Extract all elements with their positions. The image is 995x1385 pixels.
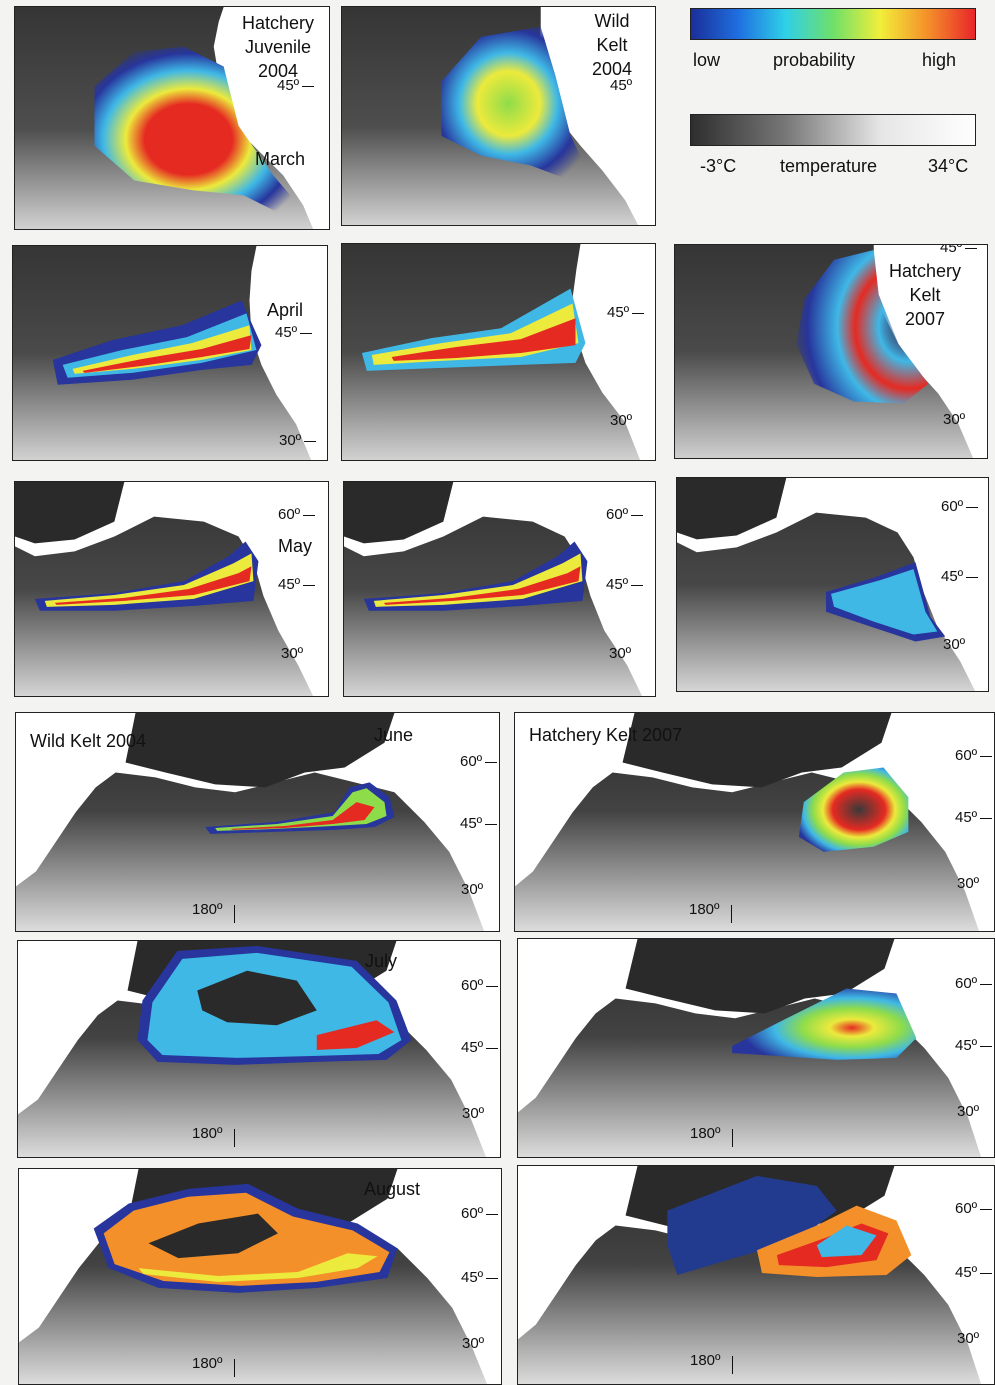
lat-label-30: 30º <box>609 645 632 662</box>
probability-color-bar <box>690 8 976 40</box>
map-graphic <box>15 7 329 229</box>
label-line: 2004 <box>591 59 633 79</box>
lon-label-180: 180º <box>689 901 732 923</box>
panel-label: Hatchery Juvenile 2004 <box>233 11 323 83</box>
map-graphic <box>342 7 655 225</box>
lat-label-45: 45º <box>461 1039 499 1056</box>
lat-label-60: 60º <box>955 1200 993 1217</box>
lat-label-30: 30º <box>462 1335 485 1352</box>
label-line: Hatchery <box>888 261 962 281</box>
map-graphic <box>13 246 327 460</box>
map-panel-june-hatchery-kelt: Hatchery Kelt 2007 60º 45º 30º 180º <box>514 712 995 932</box>
label-line: Kelt <box>596 35 628 55</box>
lat-label-60: 60º <box>955 747 993 764</box>
month-label: July <box>365 951 398 971</box>
map-graphic <box>518 939 994 1157</box>
lon-label-180: 180º <box>192 1355 235 1377</box>
map-panel-hatchery-juvenile-march: Hatchery Juvenile 2004 45º March <box>14 6 330 230</box>
month-label: August <box>364 1179 421 1199</box>
lon-label-180: 180º <box>192 1125 235 1147</box>
map-graphic <box>19 1169 501 1384</box>
map-graphic <box>344 482 655 696</box>
lat-label-45: 45º <box>460 815 498 832</box>
label-line: Hatchery <box>241 13 315 33</box>
label-line: Kelt <box>909 285 941 305</box>
lat-label-30: 30º <box>462 1105 485 1122</box>
map-panel-may-hatchery-kelt: 60º 45º 30º <box>676 477 989 692</box>
lat-label-45: 45º <box>941 568 979 585</box>
lat-label-30: 30º <box>943 636 966 653</box>
lat-label-45: 45º <box>610 77 633 94</box>
lat-label-45: 45º <box>955 809 993 826</box>
map-panel-april-wild-kelt: 45º 30º <box>341 243 656 461</box>
map-panel-august-wild-kelt: August 60º 45º 30º 180º <box>18 1168 502 1385</box>
lat-label-45: 45º <box>275 324 313 341</box>
lat-label-60: 60º <box>461 1205 499 1222</box>
lat-label-45: 45º <box>461 1269 499 1286</box>
map-graphic <box>675 245 987 458</box>
lon-label-180: 180º <box>690 1125 733 1147</box>
map-panel-hatchery-kelt-2007: 45º Hatchery Kelt 2007 30º <box>674 244 988 459</box>
lat-label-45: 45º <box>606 576 644 593</box>
lat-label-45: 45º <box>955 1037 993 1054</box>
label-line: Juvenile <box>244 37 312 57</box>
lat-label-60: 60º <box>461 977 499 994</box>
lat-label-30: 30º <box>461 881 484 898</box>
lat-label-30: 30º <box>957 1103 980 1120</box>
map-panel-june-wild-kelt: Wild Kelt 2004 June 60º 45º 30º 180º <box>15 712 500 932</box>
map-graphic <box>342 244 655 460</box>
lat-label-30: 30º <box>281 645 304 662</box>
month-label: April <box>267 300 304 320</box>
lon-label-180: 180º <box>690 1352 733 1374</box>
lat-label-45: 45º <box>277 77 315 94</box>
panel-label: Wild Kelt 2004 <box>572 9 652 81</box>
lat-label-30: 30º <box>943 411 966 428</box>
map-panel-july-hatchery-kelt: 60º 45º 30º 180º <box>517 938 995 1158</box>
label-line: 2004 <box>257 61 299 81</box>
temperature-title: temperature <box>780 156 878 176</box>
lat-label-45: 45º <box>955 1264 993 1281</box>
map-graphic <box>515 713 994 931</box>
temperature-low-label: -3°C <box>700 156 737 176</box>
map-panel-may-wild-kelt: 60º 45º 30º <box>343 481 656 697</box>
lat-label-60: 60º <box>460 753 498 770</box>
lat-label-45: 45º <box>940 245 978 256</box>
probability-low-label: low <box>693 50 721 70</box>
map-graphic <box>16 713 499 931</box>
panel-title: Wild Kelt 2004 <box>30 731 147 751</box>
lat-label-60: 60º <box>941 498 979 515</box>
month-label: March <box>255 149 306 169</box>
lat-label-60: 60º <box>606 506 644 523</box>
lon-label-180: 180º <box>192 901 235 923</box>
month-label: May <box>278 536 313 556</box>
map-graphic <box>18 941 500 1157</box>
probability-high-label: high <box>922 50 957 70</box>
map-graphic <box>15 482 328 696</box>
lat-label-60: 60º <box>955 975 993 992</box>
lat-label-45: 45º <box>607 304 645 321</box>
panel-title: Hatchery Kelt 2007 <box>529 725 683 745</box>
map-graphic <box>518 1166 994 1384</box>
map-panel-april-hatchery-juvenile: April 45º 30º <box>12 245 328 461</box>
lat-label-60: 60º <box>278 506 316 523</box>
month-label: June <box>374 725 414 745</box>
lat-label-45: 45º <box>278 576 316 593</box>
temperature-high-label: 34°C <box>928 156 969 176</box>
map-panel-may-hatchery-juvenile: 60º May 45º 30º <box>14 481 329 697</box>
lat-label-30: 30º <box>610 412 633 429</box>
panel-label: Hatchery Kelt 2007 <box>875 259 975 331</box>
lat-label-30: 30º <box>957 1330 980 1347</box>
map-panel-august-hatchery-kelt: 60º 45º 30º 180º <box>517 1165 995 1385</box>
temperature-color-bar <box>690 114 976 146</box>
map-panel-wild-kelt-march: Wild Kelt 2004 45º <box>341 6 656 226</box>
lat-label-30: 30º <box>279 432 317 449</box>
label-line: Wild <box>594 11 630 31</box>
map-graphic <box>677 478 988 691</box>
probability-title: probability <box>773 50 856 70</box>
map-panel-july-wild-kelt: July 60º 45º 30º 180º <box>17 940 501 1158</box>
label-line: 2007 <box>904 309 946 329</box>
lat-label-30: 30º <box>957 875 980 892</box>
